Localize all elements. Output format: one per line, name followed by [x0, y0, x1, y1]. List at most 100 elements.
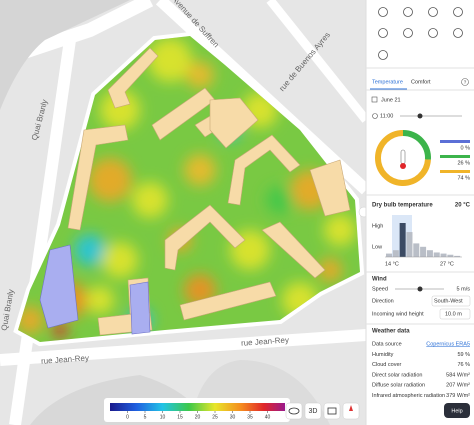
- building: [107, 47, 159, 109]
- donut-segment: [375, 130, 431, 186]
- histogram-bar: [420, 246, 427, 257]
- thermometer-bulb: [400, 163, 406, 169]
- legend-swatch: [440, 155, 470, 158]
- building: [209, 97, 259, 149]
- building: [309, 159, 351, 217]
- tool-icon: [428, 28, 438, 38]
- weather-value: 76 %: [457, 362, 470, 368]
- 3d-button[interactable]: [304, 402, 322, 420]
- weather-value: 207 W/m²: [446, 383, 470, 389]
- field-value: South-West: [434, 298, 463, 304]
- building: [179, 281, 277, 321]
- heat-blob: [74, 234, 106, 266]
- field-value: 10.0 m: [445, 311, 462, 317]
- heat-blob: [100, 90, 140, 130]
- compass-icon: [349, 405, 353, 411]
- colorbar-tick-label: 15: [177, 414, 183, 420]
- heat-blob: [148, 38, 192, 82]
- high-label: High: [372, 223, 383, 229]
- tool-icon: [378, 7, 388, 17]
- histogram: [386, 223, 461, 257]
- tool-icon: [428, 7, 438, 17]
- building: [261, 221, 326, 279]
- heat-blob: [102, 242, 138, 278]
- colorbar-tick-label: 25: [212, 414, 218, 420]
- heat-blob: [186, 61, 214, 89]
- weather-label: Data source: [372, 341, 402, 347]
- tool-icon: [403, 28, 413, 38]
- help-icon: ?: [464, 79, 467, 84]
- colorbar-tick-label: 35: [247, 414, 253, 420]
- road: [0, 329, 367, 366]
- colorbar: 0 5 10 15 20 25 30 35 40: [104, 398, 290, 422]
- weather-label: Direct solar radiation: [372, 372, 422, 378]
- colorbar-tick-label: 30: [230, 414, 236, 420]
- clock-icon: [372, 113, 378, 119]
- help-icon-circle[interactable]: [461, 78, 469, 86]
- speed-slider-handle[interactable]: [417, 286, 423, 292]
- building: [67, 124, 129, 231]
- histogram-bar: [447, 254, 454, 257]
- tool-icons: [378, 7, 463, 60]
- building: [227, 134, 301, 206]
- max-label: 27 °C: [440, 261, 454, 267]
- camera-button[interactable]: [323, 402, 341, 420]
- street-label: rue Jean-Rey: [241, 335, 290, 347]
- help-button[interactable]: [444, 403, 470, 418]
- building-shaded: [129, 281, 151, 335]
- colorbar-tick-label: 10: [160, 414, 166, 420]
- weather-value: 584 W/m²: [446, 372, 470, 378]
- date[interactable]: June 21: [381, 97, 401, 103]
- side-panel: Temperature Comfort ? June 21 11:00 0 % 2…: [365, 0, 474, 425]
- height-select[interactable]: [439, 308, 471, 320]
- legend-label: 74 %: [457, 175, 470, 181]
- histogram-bar: [433, 252, 440, 257]
- histogram-bar: [454, 255, 461, 257]
- help-label: Help: [451, 408, 462, 414]
- low-label: Low: [372, 244, 382, 250]
- donut-segment: [402, 130, 431, 160]
- map[interactable]: Avenue de Suffren rue de Buenos Ayres Qu…: [0, 0, 371, 425]
- weather-label: Diffuse solar radiation: [372, 383, 425, 389]
- block: [0, 0, 130, 110]
- histogram-bar: [386, 253, 393, 257]
- heat-blob: [266, 186, 294, 214]
- visibility-button[interactable]: [285, 402, 303, 420]
- colorbar-tick-label: 40: [265, 414, 271, 420]
- time: 11:00: [380, 113, 393, 119]
- road: [266, 0, 370, 123]
- min-label: 14 °C: [385, 261, 399, 267]
- tool-icon: [453, 28, 463, 38]
- building-shaded: [39, 244, 79, 329]
- weather-label: Humidity: [372, 352, 394, 358]
- time-slider-handle[interactable]: [417, 113, 423, 119]
- histogram-bar: [399, 223, 406, 257]
- panel-background: [366, 0, 474, 425]
- tool-icon: [378, 50, 388, 60]
- section-title: Dry bulb temperature: [372, 203, 433, 209]
- camera-icon: [327, 407, 337, 415]
- legend-label: 0 %: [461, 145, 471, 151]
- building: [164, 204, 246, 271]
- temperature-value: 20 °C: [455, 203, 471, 209]
- field-label: Speed: [372, 286, 388, 292]
- field-value: 5 m/s: [457, 286, 471, 292]
- tool-icon: [453, 7, 463, 17]
- field-label: Incoming wind height: [372, 311, 424, 317]
- heat-blob: [318, 258, 342, 282]
- tab[interactable]: Comfort: [411, 79, 431, 85]
- heat-blob: [86, 286, 114, 314]
- field-label: Direction: [372, 298, 394, 304]
- histogram-bar: [426, 250, 433, 257]
- comfort-legend: 0 % 26 % 74 %: [440, 140, 470, 181]
- legend-swatch: [440, 140, 470, 143]
- heat-blob: [184, 154, 216, 186]
- tab[interactable]: Temperature: [372, 79, 403, 85]
- weather-label: Cloud cover: [372, 362, 402, 368]
- direction-select[interactable]: [431, 295, 471, 307]
- section-title: Wind: [372, 277, 387, 283]
- comfort-donut: [375, 130, 431, 186]
- section-title: Weather data: [372, 329, 410, 335]
